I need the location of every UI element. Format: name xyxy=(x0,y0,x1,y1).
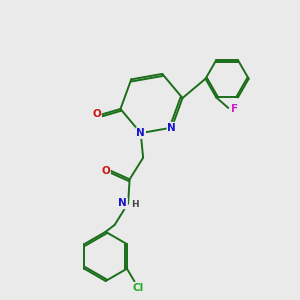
Text: H: H xyxy=(131,200,139,209)
Text: O: O xyxy=(101,166,110,176)
Text: N: N xyxy=(167,123,176,133)
Text: N: N xyxy=(118,198,127,208)
Text: F: F xyxy=(231,104,239,115)
Text: N: N xyxy=(136,128,145,138)
Text: O: O xyxy=(92,110,101,119)
Text: Cl: Cl xyxy=(132,283,144,293)
